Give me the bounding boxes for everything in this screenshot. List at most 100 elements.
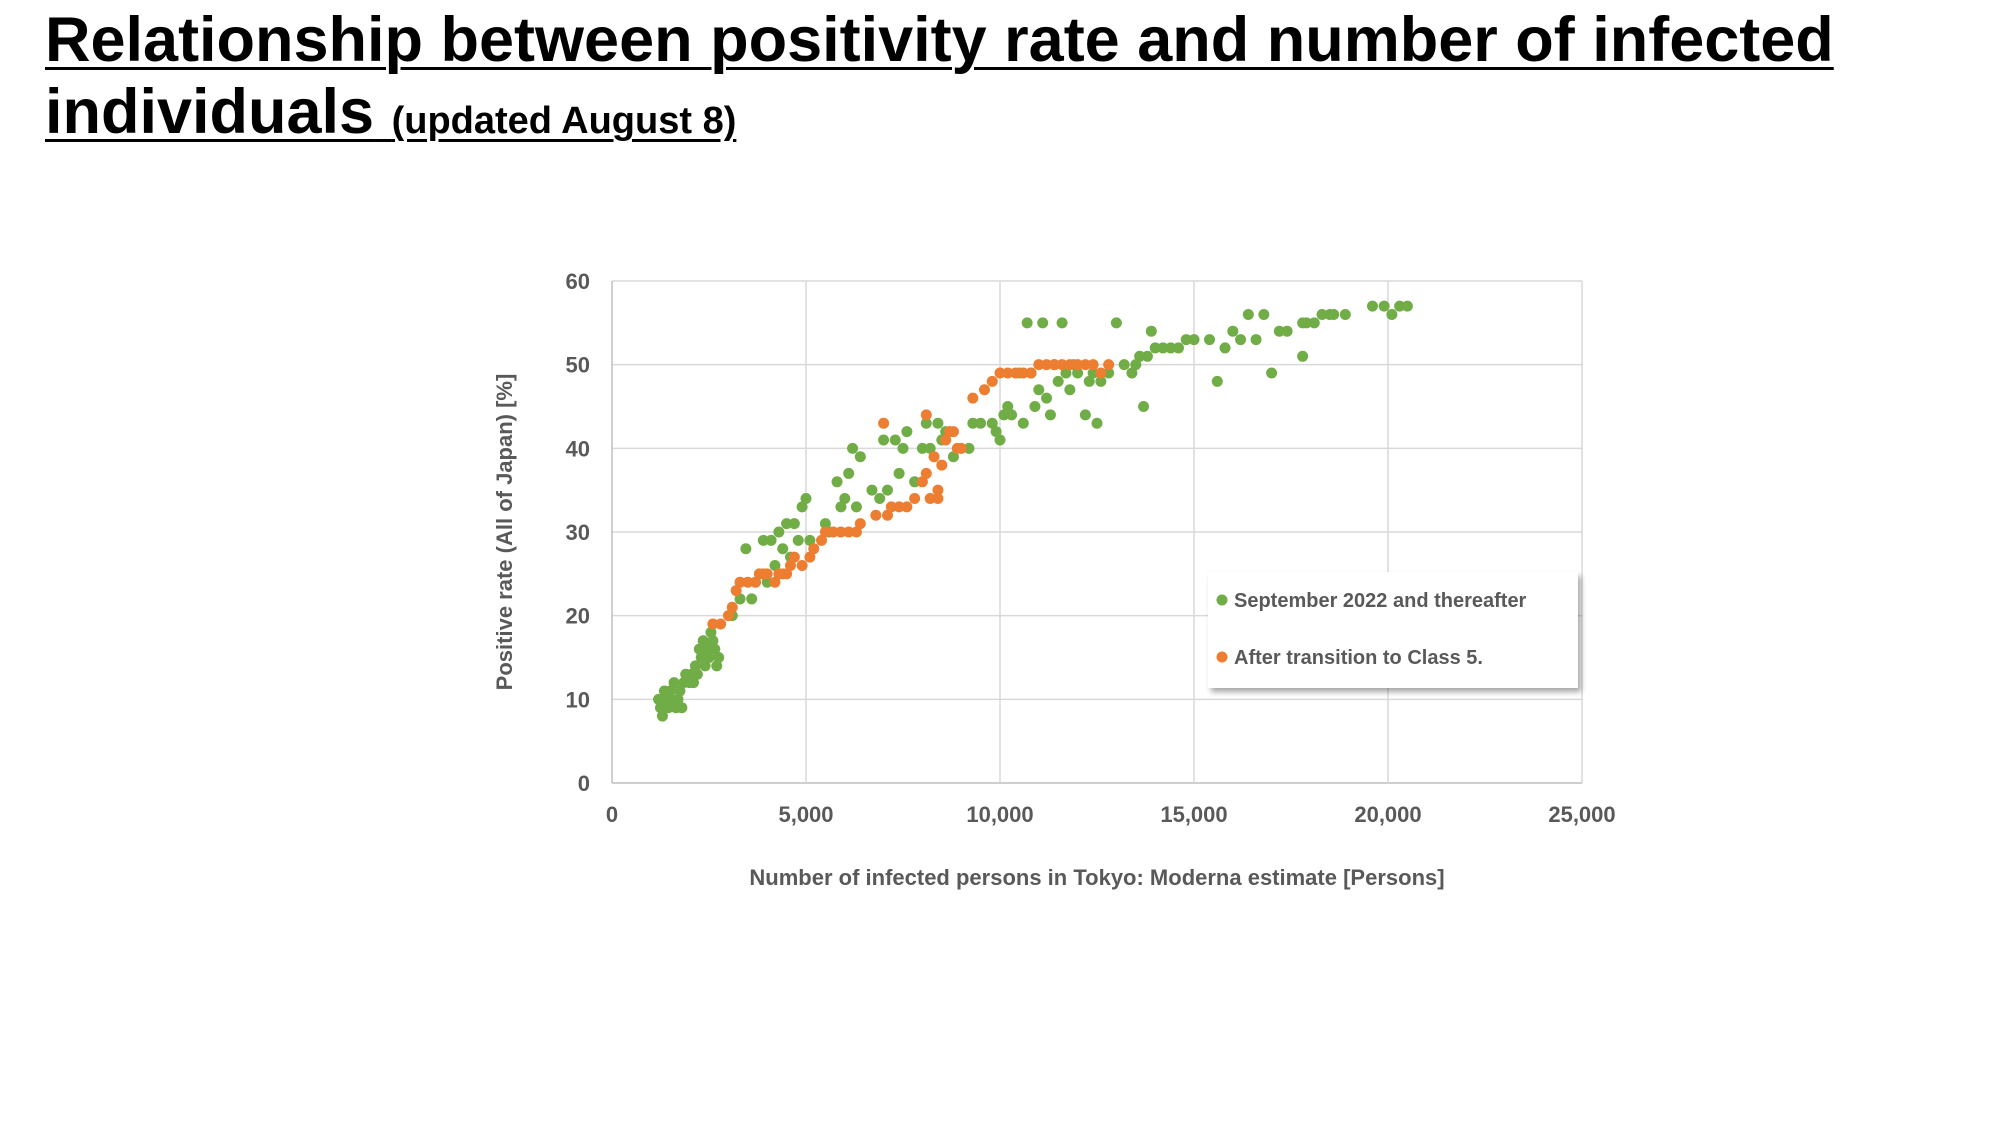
data-point [1394, 300, 1406, 312]
data-point [730, 585, 742, 597]
data-point [1138, 401, 1150, 412]
data-point [843, 526, 855, 538]
data-point [734, 593, 746, 605]
data-point [1118, 359, 1130, 371]
data-point [713, 652, 725, 663]
data-point [1103, 367, 1115, 379]
x-axis-label: Number of infected persons in Tokyo: Mod… [749, 865, 1444, 890]
data-point [662, 702, 674, 714]
data-point [1041, 392, 1053, 404]
data-point [1021, 317, 1033, 329]
data-point [967, 392, 979, 404]
data-point [944, 426, 956, 438]
data-point [800, 493, 812, 505]
data-point [664, 685, 676, 697]
y-axis-label: Positive rate (All of Japan) [%] [492, 374, 517, 691]
data-point [924, 493, 936, 505]
data-point [701, 643, 713, 655]
data-point [881, 509, 893, 521]
gridlines [611, 280, 1583, 784]
data-point [1095, 367, 1107, 379]
data-point [889, 434, 901, 446]
data-point [722, 610, 734, 622]
x-tick-label: 10,000 [966, 802, 1033, 827]
data-point [1056, 359, 1068, 371]
data-point [1079, 359, 1091, 371]
data-point [1316, 308, 1328, 320]
data-point [656, 710, 668, 722]
data-point [1056, 317, 1068, 329]
data-point [998, 409, 1010, 421]
y-tick-label: 30 [566, 520, 590, 545]
data-point [769, 559, 781, 571]
data-point [1002, 367, 1014, 379]
data-point [893, 501, 905, 513]
data-point [839, 493, 851, 505]
data-point [1242, 308, 1254, 320]
data-point [916, 476, 928, 488]
data-point [1126, 367, 1138, 379]
legend-label: After transition to Class 5. [1234, 647, 1483, 669]
title-line-2: individuals (updated August 8) [45, 76, 1945, 157]
data-point [947, 451, 959, 463]
data-point [689, 660, 701, 672]
data-point [703, 652, 715, 663]
data-point [1339, 308, 1351, 320]
data-point [742, 576, 754, 588]
data-point [687, 677, 699, 689]
data-point [1297, 350, 1309, 362]
data-point [1378, 300, 1390, 312]
data-point [1235, 334, 1247, 346]
data-point [819, 518, 831, 530]
data-point [1366, 300, 1378, 312]
data-point [901, 426, 913, 438]
data-point [695, 652, 707, 663]
data-point [705, 626, 717, 638]
data-point [1130, 359, 1142, 371]
data-point [1025, 367, 1037, 379]
data-point [1103, 359, 1115, 371]
y-tick-label: 60 [566, 269, 590, 294]
title-line-1: Relationship between positivity rate and… [45, 4, 1945, 76]
data-points [653, 300, 1413, 722]
x-tick-label: 25,000 [1548, 802, 1615, 827]
data-point [1211, 375, 1223, 387]
data-point [920, 467, 932, 479]
data-point [932, 417, 944, 429]
data-point [792, 534, 804, 546]
data-point [885, 501, 897, 513]
data-point [1087, 359, 1099, 371]
data-point [1017, 367, 1029, 379]
data-point [963, 442, 975, 454]
data-point [668, 677, 680, 689]
data-point [835, 526, 847, 538]
data-point [1266, 367, 1278, 379]
data-point [986, 417, 998, 429]
data-point [986, 375, 998, 387]
data-point [711, 660, 723, 672]
data-point [854, 518, 866, 530]
data-point [773, 526, 785, 538]
data-point [866, 484, 878, 496]
data-point [928, 451, 940, 463]
data-point [1273, 325, 1285, 337]
data-point [874, 493, 886, 505]
data-point [653, 693, 665, 705]
data-point [740, 543, 752, 555]
data-point [1157, 342, 1169, 354]
data-point [1095, 375, 1107, 387]
data-point [994, 367, 1006, 379]
data-point [784, 559, 796, 571]
data-point [897, 442, 909, 454]
title-subtitle: (updated August 8) [391, 100, 737, 142]
data-point [676, 702, 688, 714]
data-point [1258, 308, 1270, 320]
data-point [1308, 317, 1320, 329]
data-point [1401, 300, 1413, 312]
data-point [1064, 359, 1076, 371]
data-point [1180, 334, 1192, 346]
y-tick-label: 50 [566, 353, 590, 378]
data-point [932, 493, 944, 505]
data-point [674, 685, 686, 697]
data-point [850, 501, 862, 513]
